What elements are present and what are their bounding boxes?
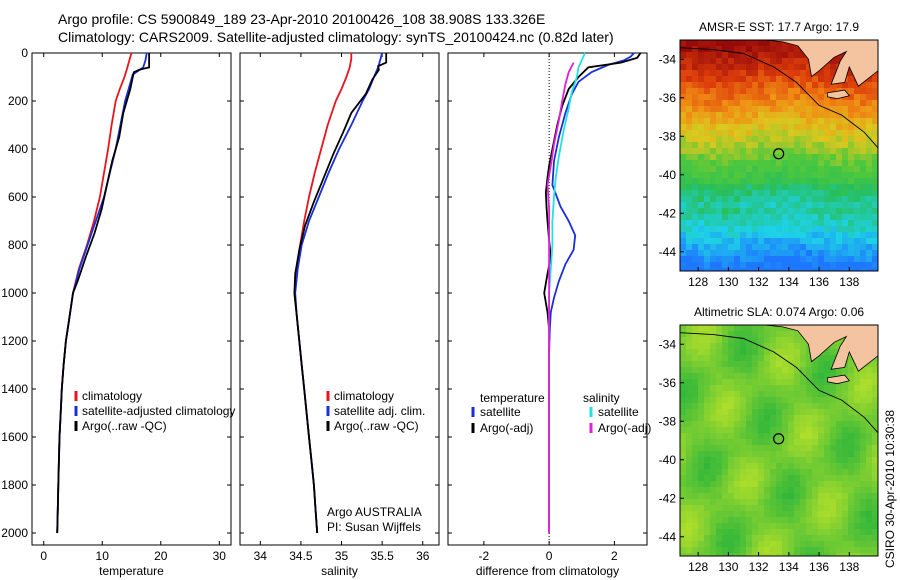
- map-y-tick-label: -36: [659, 91, 677, 105]
- legend-entry: climatology: [82, 389, 142, 403]
- series-line-argo-raw-qc-: [56, 53, 150, 534]
- shelf-contour-line: [680, 47, 878, 149]
- side-timestamp-label: CSIRO 30-Apr-2010 10:30:38: [883, 410, 897, 568]
- y-tick-label: 2000: [1, 526, 28, 540]
- plot-frame: [31, 52, 232, 546]
- island-shape: [827, 89, 851, 100]
- map-y-tick-label: -40: [659, 168, 677, 182]
- shelf-contour-line: [680, 332, 878, 434]
- y-tick-label: 400: [8, 142, 28, 156]
- map-frame: [679, 39, 879, 272]
- y-tick-label: 800: [8, 238, 28, 252]
- y-tick-label: 1400: [1, 382, 28, 396]
- argo-location-marker: [773, 433, 785, 445]
- map-x-tick-label: 136: [809, 560, 829, 574]
- x-tick-label: 36: [416, 549, 430, 563]
- legend-entry: Argo(-adj): [480, 421, 533, 435]
- x-tick-label: 34: [254, 549, 268, 563]
- x-axis-label: difference from climatology: [476, 564, 619, 578]
- plot-frame: [447, 52, 648, 546]
- x-tick-label: -2: [479, 549, 490, 563]
- y-tick-label: 200: [8, 94, 28, 108]
- map-y-tick-label: -44: [659, 530, 677, 544]
- map-x-tick-label: 134: [779, 560, 799, 574]
- x-tick-label: 35: [335, 549, 349, 563]
- map-x-tick-label: 128: [688, 560, 708, 574]
- map-x-tick-label: 130: [718, 560, 738, 574]
- x-tick-label: 0: [546, 549, 553, 563]
- sst-map-panel: AMSR-E SST: 17.7 Argo: 17.9 128 130 132 134 1…: [659, 20, 879, 289]
- argo-location-marker: [773, 148, 785, 160]
- series-line-argo-raw-qc-: [293, 53, 388, 534]
- map-title: AMSR-E SST: 17.7 Argo: 17.9: [699, 20, 859, 34]
- figure-title-line1: Argo profile: CS 5900849_189 23-Apr-2010…: [58, 11, 545, 27]
- sla-field: [680, 325, 878, 556]
- map-y-tick-label: -34: [659, 52, 677, 66]
- x-axis-label: salinity: [321, 564, 358, 578]
- map-y-tick-label: -40: [659, 453, 677, 467]
- salinity-profile-panel: 34 34.5 35 35.5 36 salinity climatologysatelli…: [239, 52, 440, 578]
- map-y-tick-label: -36: [659, 376, 677, 390]
- x-tick-label: 20: [154, 549, 168, 563]
- figure-title-line2: Climatology: CARS2009. Satellite-adjuste…: [58, 29, 614, 45]
- series-line-satellite: [548, 52, 586, 533]
- map-x-tick-label: 132: [749, 275, 769, 289]
- x-tick-label: 34.5: [289, 549, 313, 563]
- x-tick-label: 30: [213, 549, 227, 563]
- land-mass: [680, 40, 878, 87]
- x-tick-label: 10: [96, 549, 110, 563]
- legend-entry: satellite: [480, 405, 521, 419]
- map-x-tick-label: 130: [718, 275, 738, 289]
- y-tick-label: 0: [21, 46, 28, 60]
- sst-field: [680, 40, 878, 271]
- legend-entry: Argo(-adj): [598, 421, 651, 435]
- temperature-profile-panel: 0 10 20 30 0 200 400 600 800 1000 1200 1400 1600 1800…: [1, 46, 235, 578]
- map-y-tick-label: -42: [659, 491, 677, 505]
- map-x-tick-label: 136: [809, 275, 829, 289]
- map-x-tick-label: 132: [749, 560, 769, 574]
- y-tick-label: 600: [8, 190, 28, 204]
- x-axis-label: temperature: [99, 564, 164, 578]
- map-frame: [679, 324, 879, 557]
- map-y-tick-label: -34: [659, 337, 677, 351]
- sla-map-panel: Altimetric SLA: 0.074 Argo: 0.06 128 130 13…: [659, 305, 879, 574]
- map-x-tick-label: 138: [839, 275, 859, 289]
- legend-entry: Argo(..raw -QC): [82, 419, 167, 433]
- map-y-tick-label: -42: [659, 206, 677, 220]
- x-tick-label: 0: [40, 549, 47, 563]
- series-line-argo-adj-: [546, 62, 575, 533]
- map-x-tick-label: 138: [839, 560, 859, 574]
- legend-entry: satellite: [598, 405, 639, 419]
- legend-entry: Argo(..raw -QC): [334, 419, 419, 433]
- legend-entry: satellite adj. clim.: [334, 404, 425, 418]
- x-tick-label: 35.5: [370, 549, 394, 563]
- series-line-satellite: [548, 52, 635, 533]
- plot-frame: [239, 52, 440, 546]
- y-tick-label: 1600: [1, 430, 28, 444]
- argo-agency-note: Argo AUSTRALIA: [327, 505, 422, 519]
- map-x-tick-label: 128: [688, 275, 708, 289]
- land-mass: [680, 325, 878, 372]
- y-tick-label: 1200: [1, 334, 28, 348]
- series-line-argo-adj-: [543, 52, 642, 533]
- map-x-tick-label: 134: [779, 275, 799, 289]
- x-tick-label: 2: [611, 549, 618, 563]
- island-shape: [827, 374, 851, 385]
- map-y-tick-label: -44: [659, 245, 677, 259]
- map-y-tick-label: -38: [659, 414, 677, 428]
- legend-header-salinity: salinity: [583, 391, 620, 405]
- map-y-tick-label: -38: [659, 129, 677, 143]
- legend-entry: climatology: [334, 389, 394, 403]
- legend-header-temperature: temperature: [480, 391, 545, 405]
- y-tick-label: 1800: [1, 478, 28, 492]
- legend-entry: satellite-adjusted climatology: [82, 404, 235, 418]
- y-tick-label: 1000: [1, 286, 28, 300]
- map-title: Altimetric SLA: 0.074 Argo: 0.06: [694, 305, 864, 319]
- argo-pi-note: PI: Susan Wijffels: [327, 520, 421, 534]
